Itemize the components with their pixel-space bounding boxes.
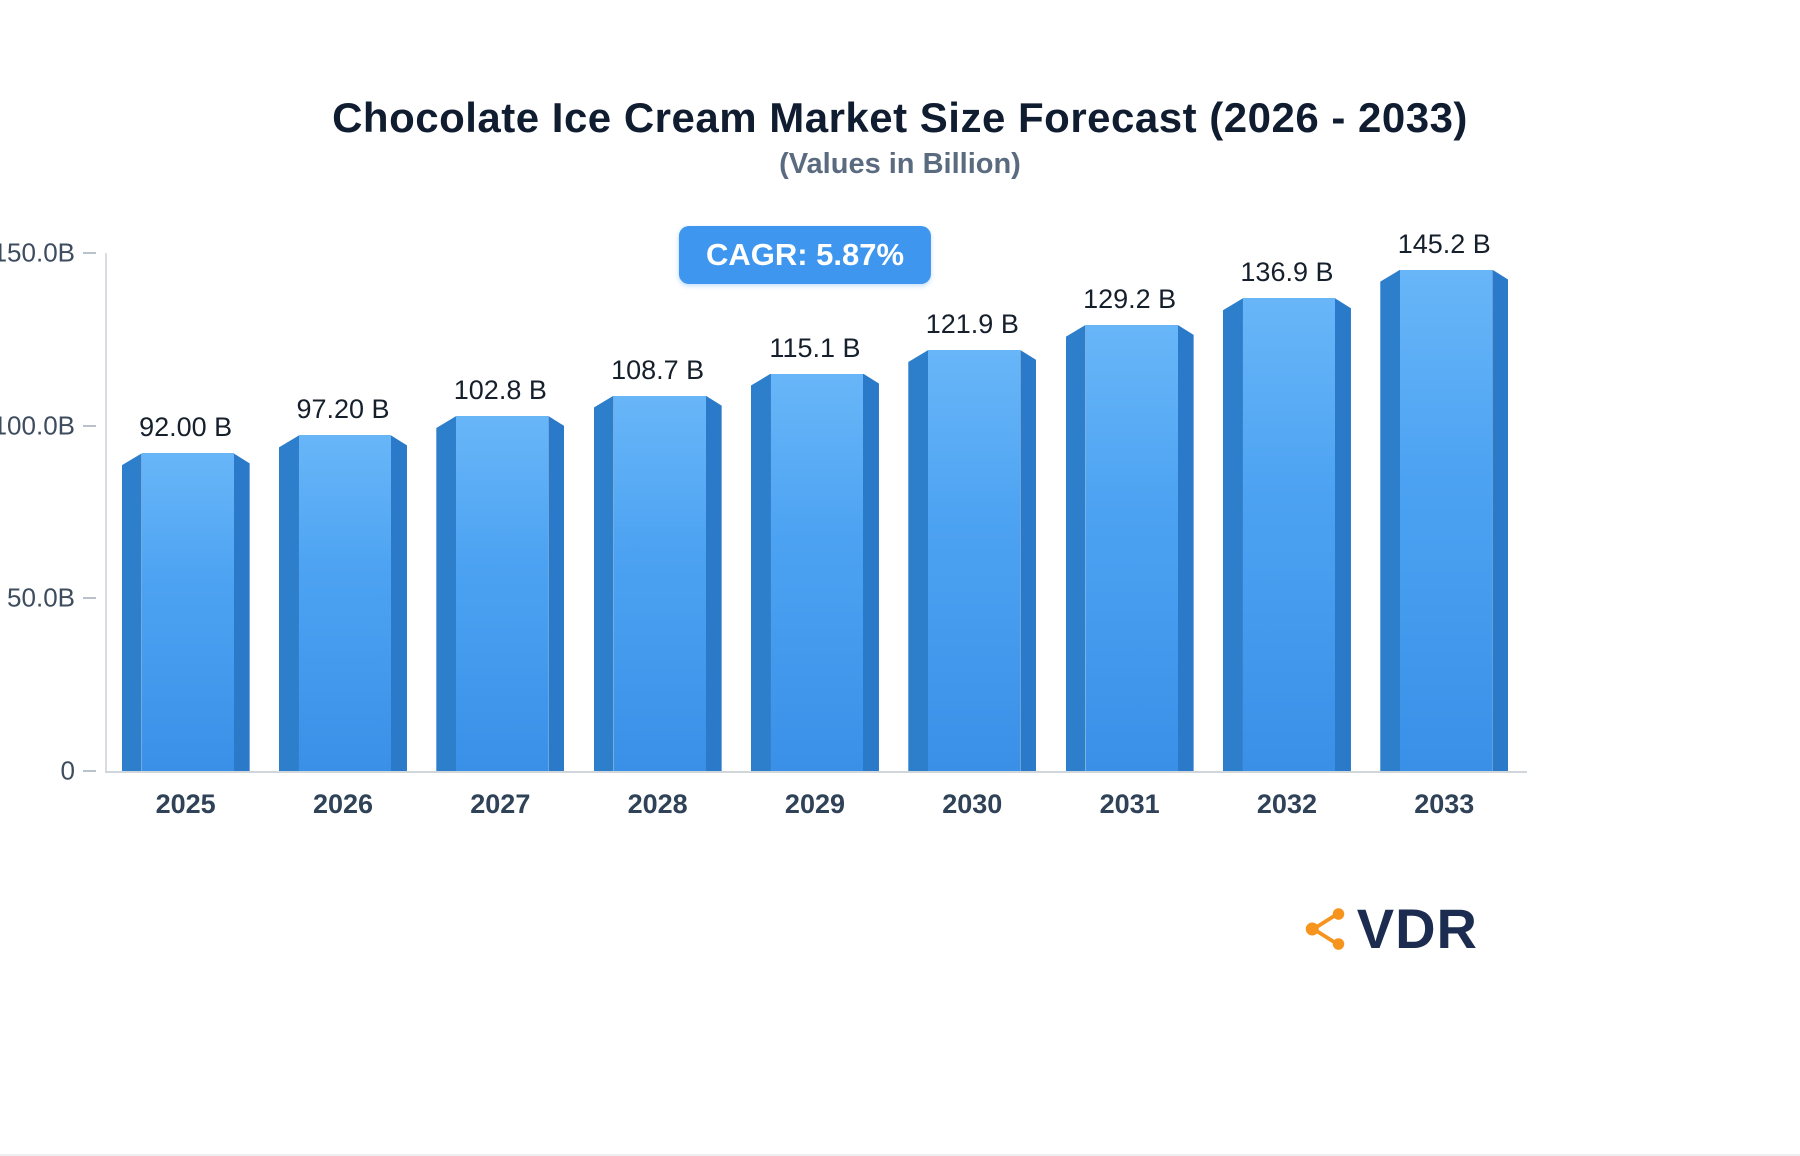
- x-axis-label: 2025: [155, 789, 216, 819]
- y-axis-line: [105, 253, 107, 771]
- bar-front-face: [613, 395, 706, 771]
- bar-right-face: [1334, 298, 1351, 771]
- y-axis-label: 100.0B: [0, 410, 75, 441]
- bar-group: 129.2 B 2031: [1051, 253, 1208, 819]
- x-axis-label: 2031: [1099, 789, 1160, 819]
- bar-right-face: [390, 435, 407, 771]
- bar-front-face: [770, 373, 863, 771]
- cagr-badge: CAGR: 5.87%: [678, 226, 932, 284]
- bar-2032: 136.9 B: [1222, 257, 1351, 771]
- y-tick-mark: [83, 597, 96, 600]
- bar-value-label: 92.00 B: [139, 412, 233, 443]
- x-axis-label: 2033: [1414, 789, 1475, 819]
- bar-right-face: [233, 453, 250, 771]
- bars-area: 92.00 B 2025 97.20 B 2026 102.8 B 2027 108.7 B…: [107, 229, 1523, 819]
- bar-value-label: 102.8 B: [453, 375, 547, 406]
- bar-2031: 129.2 B: [1065, 284, 1194, 771]
- bar-left-face: [593, 395, 614, 771]
- bar-group: 121.9 B 2030: [894, 253, 1051, 819]
- bar-right-face: [1020, 350, 1037, 771]
- bar-group: 115.1 B 2029: [736, 253, 893, 819]
- bar-value-label: 97.20 B: [296, 394, 390, 425]
- x-axis-label: 2026: [312, 789, 374, 819]
- bar-2026: 97.20 B: [278, 394, 407, 771]
- bar-right-face: [548, 416, 565, 771]
- bar-value-label: 108.7 B: [611, 354, 705, 385]
- bar-value-label: 129.2 B: [1083, 283, 1177, 314]
- bar-chart: 150.0B 100.0B 50.0B 0 92.00 B 2025 97.20 B 202…: [0, 229, 1527, 819]
- bar-group: 136.9 B 2032: [1208, 253, 1365, 819]
- bar-front-face: [1085, 324, 1178, 771]
- bar-front-face: [928, 350, 1021, 771]
- bar-2033: 145.2 B: [1380, 229, 1509, 771]
- bar-2027: 102.8 B: [436, 375, 565, 771]
- x-axis-label: 2030: [942, 789, 1003, 819]
- bar-left-face: [1222, 298, 1243, 771]
- page-bottom-border: [0, 1154, 1800, 1156]
- bar-left-face: [121, 453, 142, 771]
- bar-2030: 121.9 B: [908, 309, 1037, 771]
- x-axis-line: [105, 771, 1527, 773]
- y-axis: 150.0B 100.0B 50.0B 0: [0, 238, 1523, 786]
- y-tick-mark: [83, 424, 96, 427]
- y-axis-label: 150.0B: [0, 237, 75, 268]
- logo-text: VDR: [1356, 897, 1478, 960]
- bar-2028: 108.7 B: [593, 355, 722, 771]
- x-axis-label: 2032: [1256, 789, 1317, 819]
- y-tick-mark: [83, 770, 96, 772]
- bar-front-face: [456, 416, 549, 771]
- bar-left-face: [278, 435, 299, 771]
- y-tick-mark: [83, 252, 96, 254]
- x-axis-label: 2029: [784, 789, 846, 819]
- bar-group: 145.2 B 2033: [1366, 229, 1523, 819]
- bar-value-label: 115.1 B: [769, 332, 861, 363]
- bar-right-face: [1492, 269, 1509, 771]
- bar-left-face: [750, 373, 771, 771]
- bar-front-face: [298, 435, 391, 771]
- chart-subtitle: (Values in Billion): [779, 148, 1021, 180]
- bar-left-face: [908, 350, 929, 771]
- bar-2029: 115.1 B: [750, 333, 879, 771]
- bar-2025: 92.00 B: [121, 412, 250, 771]
- bar-group: 108.7 B 2028: [579, 253, 736, 819]
- bar-right-face: [1177, 324, 1194, 771]
- y-axis-label: 50.0B: [7, 582, 75, 613]
- bar-left-face: [1380, 269, 1401, 771]
- bar-front-face: [141, 453, 234, 771]
- bar-left-face: [436, 416, 457, 771]
- bar-group: 102.8 B 2027: [422, 253, 579, 819]
- bar-value-label: 136.9 B: [1240, 257, 1334, 288]
- y-axis-label: 0: [60, 755, 75, 786]
- bar-value-label: 145.2 B: [1397, 228, 1491, 259]
- bar-front-face: [1400, 269, 1493, 771]
- network-nodes-icon: [1305, 908, 1345, 950]
- bar-right-face: [705, 395, 722, 771]
- x-axis-label: 2028: [627, 789, 688, 819]
- bar-group: 92.00 B 2025: [107, 253, 264, 819]
- bar-right-face: [862, 373, 879, 771]
- vdr-logo: VDR: [1301, 901, 1478, 957]
- bar-left-face: [1065, 324, 1086, 771]
- x-axis-label: 2027: [470, 789, 531, 819]
- bar-group: 97.20 B 2026: [264, 253, 421, 819]
- chart-title: Chocolate Ice Cream Market Size Forecast…: [332, 94, 1468, 141]
- bar-front-face: [1242, 298, 1335, 771]
- bar-value-label: 121.9 B: [925, 309, 1019, 340]
